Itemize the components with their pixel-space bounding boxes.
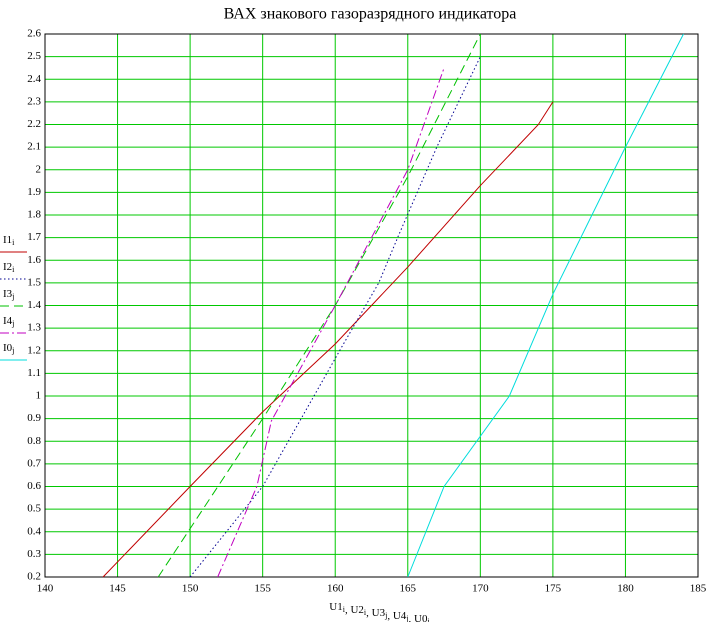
legend-name: I2 <box>3 261 12 273</box>
y-tick-label: 2.6 <box>27 28 41 40</box>
series-line <box>102 101 554 578</box>
legend-name: I4 <box>3 315 13 327</box>
x-axis-title-sub: j <box>426 617 429 622</box>
y-tick-label: 1.5 <box>27 276 41 288</box>
y-tick-label: 2.3 <box>27 95 41 107</box>
legend-sub: j <box>11 319 14 328</box>
legend-sub: j <box>11 346 14 355</box>
x-axis-title-sub: i <box>343 605 346 614</box>
x-axis-title-sub: i <box>364 608 367 617</box>
x-axis-separator: , <box>366 607 372 619</box>
chart-title: ВАХ знакового газоразрядного индикатора <box>224 6 517 23</box>
x-axis-title-sub: j <box>405 614 408 622</box>
x-tick-label: 155 <box>254 583 271 595</box>
x-tick-label: 160 <box>327 583 344 595</box>
x-tick-label: 165 <box>400 583 417 595</box>
x-axis-title-part: U0 <box>414 613 428 622</box>
y-tick-label: 1.3 <box>27 322 41 334</box>
legend-label: I2i <box>3 261 15 274</box>
y-tick-label: 0.2 <box>27 571 41 583</box>
plot-frame <box>44 33 699 578</box>
y-tick-label: 0.5 <box>27 503 41 515</box>
x-axis-separator: , <box>387 610 393 622</box>
x-tick-label: 140 <box>37 583 54 595</box>
y-tick-label: 0.7 <box>27 457 41 469</box>
y-tick-label: 1.1 <box>27 367 41 379</box>
y-tick-label: 2.1 <box>27 141 41 153</box>
y-tick-label: 2.5 <box>27 50 41 62</box>
series-line <box>407 33 684 578</box>
x-tick-label: 180 <box>617 583 634 595</box>
x-tick-label: 185 <box>690 583 707 595</box>
x-tick-label: 145 <box>109 583 126 595</box>
legend-sub: j <box>11 292 14 301</box>
y-tick-label: 2.4 <box>27 73 41 85</box>
y-tick-label: 0.8 <box>27 435 41 447</box>
x-axis-title: U1i, U2i, U3j, U4j, U0j <box>329 601 429 622</box>
y-tick-label: 0.9 <box>27 412 41 424</box>
x-tick-label: 170 <box>472 583 489 595</box>
legend-name: I3 <box>3 288 13 300</box>
legend-label: I1i <box>3 234 15 247</box>
x-axis-title-part: U2 <box>350 604 363 616</box>
legend-label: I4j <box>3 315 14 328</box>
legend-sub: i <box>12 265 15 274</box>
y-tick-label: 1.4 <box>27 299 41 311</box>
x-axis-title-part: U3 <box>372 607 386 619</box>
legend-label: I0j <box>3 342 14 355</box>
y-tick-label: 2.2 <box>27 118 41 130</box>
y-tick-label: 1 <box>36 390 42 402</box>
y-tick-label: 1.8 <box>27 209 41 221</box>
legend-sub: i <box>12 238 15 247</box>
legend-name: I1 <box>3 234 12 246</box>
x-axis-separator: , <box>345 604 351 616</box>
x-tick-label: 175 <box>545 583 562 595</box>
y-tick-label: 1.6 <box>27 254 41 266</box>
legend-name: I0 <box>3 342 13 354</box>
y-tick-label: 0.3 <box>27 548 41 560</box>
x-axis-separator: , <box>409 613 415 622</box>
x-axis-title-sub: j <box>384 611 387 620</box>
y-tick-label: 0.6 <box>27 480 41 492</box>
y-tick-label: 1.2 <box>27 344 41 356</box>
y-tick-label: 1.7 <box>27 231 41 243</box>
x-axis-title-part: U4 <box>393 610 407 622</box>
x-tick-label: 150 <box>182 583 199 595</box>
y-tick-label: 2 <box>36 163 42 175</box>
y-tick-label: 0.4 <box>27 525 41 537</box>
legend-label: I3j <box>3 288 14 301</box>
x-axis-title-part: U1 <box>329 601 342 613</box>
y-tick-label: 1.9 <box>27 186 41 198</box>
